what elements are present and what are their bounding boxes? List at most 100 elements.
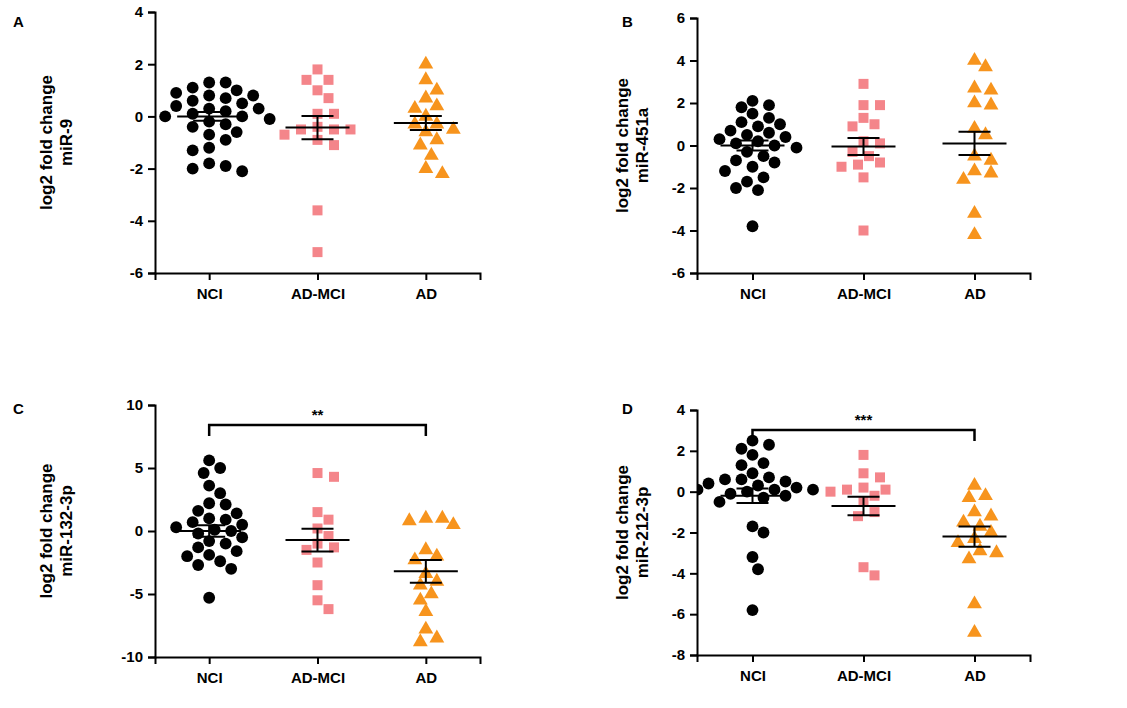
data-point xyxy=(875,100,885,110)
data-point xyxy=(203,129,215,141)
data-point xyxy=(763,99,775,111)
tick-label: -4 xyxy=(130,212,144,229)
data-point xyxy=(203,157,215,169)
data-point xyxy=(187,163,199,175)
tick-label: -6 xyxy=(672,264,685,281)
error-cap xyxy=(959,546,991,548)
data-point xyxy=(752,120,764,132)
error-bar xyxy=(425,560,427,583)
data-point xyxy=(170,100,182,112)
y-tick: -2 xyxy=(672,179,697,196)
error-bar xyxy=(208,525,210,536)
data-point xyxy=(984,165,999,178)
data-point xyxy=(203,480,215,492)
x-tick: NCI xyxy=(740,655,766,684)
data-point xyxy=(859,79,869,89)
tick-mark xyxy=(148,405,155,407)
axis-title: log2 fold change xyxy=(613,78,632,213)
axis-line xyxy=(690,411,698,656)
tick-mark xyxy=(974,655,976,662)
error-cap xyxy=(193,111,225,113)
data-point xyxy=(859,450,869,460)
error-cap xyxy=(737,149,769,151)
data-point xyxy=(747,604,759,616)
error-cap xyxy=(302,138,334,140)
y-tick: 5 xyxy=(135,459,155,476)
data-point xyxy=(837,162,847,172)
error-cap xyxy=(193,120,225,122)
data-point xyxy=(747,220,759,232)
x-tick: NCI xyxy=(740,273,766,302)
data-point xyxy=(198,467,210,479)
y-tick: 4 xyxy=(677,401,697,418)
data-point xyxy=(967,595,982,608)
tick-label: -2 xyxy=(672,524,685,541)
y-tick: -5 xyxy=(130,585,155,602)
y-tick: -4 xyxy=(672,565,697,582)
y-tick: -2 xyxy=(130,160,155,177)
data-point xyxy=(747,95,759,107)
tick-label: AD-MCI xyxy=(837,285,891,302)
tick-mark xyxy=(148,468,155,470)
data-point xyxy=(429,548,444,561)
x-tick: NCI xyxy=(197,657,223,686)
data-point xyxy=(418,56,433,69)
axis-title: log2 fold change xyxy=(613,465,632,600)
data-point xyxy=(192,559,204,571)
x-tick: AD xyxy=(415,273,437,302)
plot-area xyxy=(170,455,460,647)
axis-line xyxy=(690,19,698,274)
data-point xyxy=(826,487,836,497)
y-tick: -4 xyxy=(130,212,155,229)
data-point xyxy=(170,87,182,99)
data-point xyxy=(192,505,204,517)
tick-mark xyxy=(690,450,697,452)
panel: -8-6-4-2024NCIAD-MCIADlog2 fold changemi… xyxy=(613,401,1031,683)
data-point xyxy=(313,507,323,517)
error-cap xyxy=(737,488,769,490)
panel-label: B xyxy=(622,13,633,30)
data-point xyxy=(429,573,444,586)
data-point xyxy=(324,75,334,85)
tick-label: 0 xyxy=(135,522,143,539)
tick-mark xyxy=(148,220,155,222)
data-point xyxy=(736,459,748,471)
tick-label: 10 xyxy=(126,396,143,413)
error-cap xyxy=(410,129,442,131)
tick-mark xyxy=(148,64,155,66)
data-point xyxy=(730,137,742,149)
data-point xyxy=(859,226,869,236)
panel: -6-4-20246NCIAD-MCIADlog2 fold changemiR… xyxy=(613,9,1031,301)
data-point xyxy=(870,119,880,129)
data-point xyxy=(791,142,803,154)
panel-label: C xyxy=(13,400,24,417)
tick-mark xyxy=(317,657,319,664)
data-point xyxy=(435,165,450,178)
data-point xyxy=(435,510,450,523)
error-cap xyxy=(302,115,334,117)
error-cap xyxy=(848,514,880,516)
tick-mark xyxy=(690,491,697,493)
data-point xyxy=(296,124,306,134)
significance-label: *** xyxy=(855,411,873,428)
data-point xyxy=(424,585,439,598)
tick-label: 4 xyxy=(135,3,144,20)
data-point xyxy=(203,77,215,89)
data-point xyxy=(763,112,775,124)
data-point xyxy=(247,90,259,102)
tick-mark xyxy=(148,273,155,275)
data-point xyxy=(214,487,226,499)
data-point xyxy=(429,97,444,110)
data-point xyxy=(967,80,982,93)
data-point xyxy=(752,480,764,492)
tick-mark xyxy=(974,273,976,280)
axis-line xyxy=(156,274,481,281)
tick-label: 0 xyxy=(135,108,143,125)
data-point xyxy=(329,124,339,134)
tick-mark xyxy=(209,657,211,664)
data-point xyxy=(231,84,243,96)
data-point xyxy=(859,483,869,493)
data-point xyxy=(313,64,323,74)
data-point xyxy=(769,484,781,496)
data-point xyxy=(220,160,232,172)
